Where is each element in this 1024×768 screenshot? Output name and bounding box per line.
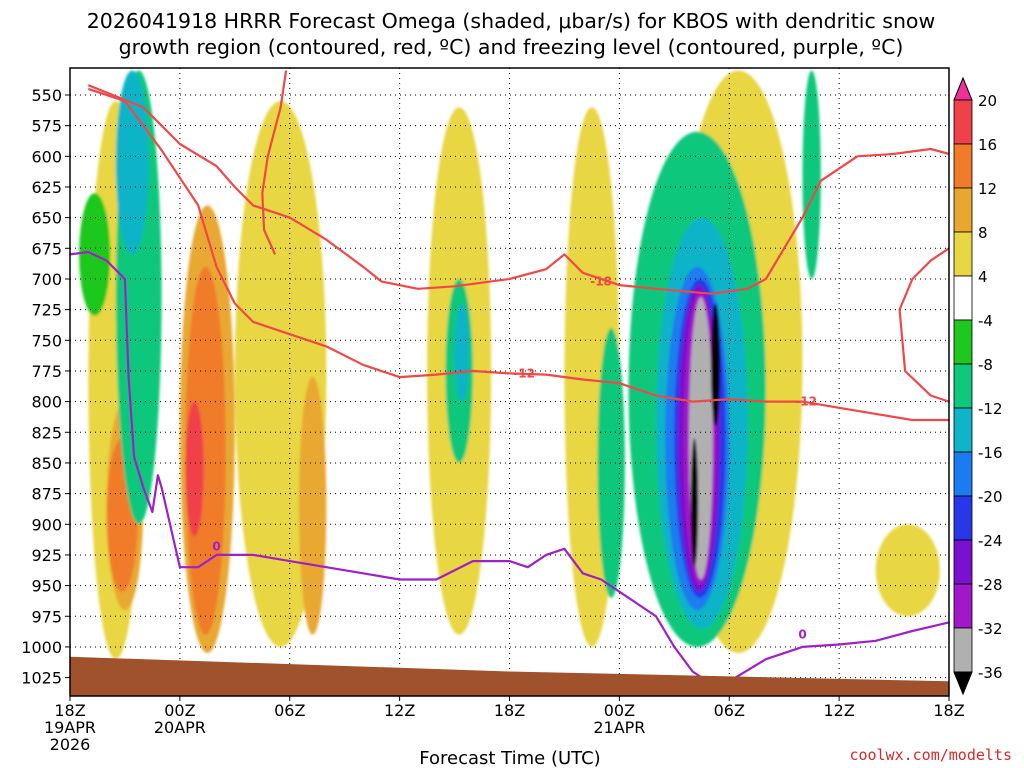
y-tick-label: 975 <box>31 607 62 626</box>
colorbar-label: 16 <box>978 136 997 154</box>
contour-label: -12 <box>513 366 535 380</box>
y-tick-label: 600 <box>31 147 62 166</box>
y-tick-label: 575 <box>31 117 62 136</box>
contour-label: 0 <box>212 539 220 553</box>
colorbar-bottom-arrow <box>953 671 973 696</box>
y-axis: 550 575 600 625 650 675 700 725 750 775 800 825 850 8… <box>21 86 70 688</box>
y-tick-label: 925 <box>31 546 62 565</box>
contour-line-1 <box>898 247 949 403</box>
x-tick-label: 06Z <box>714 701 745 720</box>
y-tick-label: 750 <box>31 331 62 350</box>
y-tick-label: 625 <box>31 178 62 197</box>
colorbar-label: -8 <box>978 356 993 374</box>
contour-label: -12 <box>795 395 817 409</box>
colorbar-swatch <box>953 143 973 189</box>
colorbar-swatch <box>953 539 973 585</box>
x-tick-label: 06Z <box>274 701 305 720</box>
y-tick-label: 700 <box>31 270 62 289</box>
omega-shade-17 <box>802 70 821 279</box>
y-tick-label: 650 <box>31 209 62 228</box>
y-tick-label: 550 <box>31 86 62 105</box>
colorbar-label: -36 <box>978 664 1003 682</box>
colorbar-label: 8 <box>978 224 988 242</box>
x-tick-label: 12Z <box>384 701 415 720</box>
x-tick-label: 19APR <box>44 718 96 737</box>
colorbar-label: -24 <box>978 532 1003 550</box>
omega-shade-8 <box>298 377 327 635</box>
colorbar-swatch <box>953 583 973 629</box>
x-tick-label: 2026 <box>50 735 91 754</box>
colorbar-label: -28 <box>978 576 1003 594</box>
chart-title: 2026041918 HRRR Forecast Omega (shaded, … <box>87 9 936 33</box>
contour-label: -18 <box>590 274 612 288</box>
plot-area: -18 -12 -12 0 0 <box>70 68 949 696</box>
colorbar-swatch <box>953 275 973 321</box>
y-tick-label: 850 <box>31 454 62 473</box>
colorbar-label: 20 <box>978 92 997 110</box>
y-tick-label: 775 <box>31 362 62 381</box>
y-tick-label: 1025 <box>21 669 62 688</box>
omega-shade-19 <box>454 303 470 402</box>
x-tick-label: 20APR <box>154 718 206 737</box>
omega-shade-27 <box>710 303 721 427</box>
colorbar-swatch <box>953 187 973 233</box>
omega-shade-26 <box>690 438 699 568</box>
x-tick-label: 12Z <box>823 701 854 720</box>
y-tick-label: 900 <box>31 515 62 534</box>
x-tick-label: 18Z <box>933 701 964 720</box>
y-tick-label: 725 <box>31 301 62 320</box>
x-tick-label: 00Z <box>164 701 195 720</box>
colorbar-label: -12 <box>978 400 1003 418</box>
x-tick-label: 18Z <box>494 701 525 720</box>
colorbar-label: 4 <box>978 268 988 286</box>
contour-label: 0 <box>798 628 806 642</box>
omega-shade-18 <box>115 70 149 255</box>
colorbar-label: -20 <box>978 488 1003 506</box>
colorbar-label: 12 <box>978 180 997 198</box>
colorbar-swatch <box>953 319 973 365</box>
colorbar: 20 16 12 8 4 -4 -8 -12 -16 -20 -24 -28 -32 -36 <box>953 76 1003 696</box>
contour-line-3 <box>87 87 949 422</box>
omega-shade-10 <box>185 266 226 635</box>
y-tick-label: 1000 <box>21 638 62 657</box>
omega-shade-5 <box>875 524 940 617</box>
colorbar-top-arrow <box>953 76 973 101</box>
colorbar-swatch <box>953 231 973 277</box>
colorbar-label: -4 <box>978 312 993 330</box>
y-tick-label: 875 <box>31 485 62 504</box>
colorbar-swatch <box>953 99 973 145</box>
x-tick-label: 00Z <box>604 701 635 720</box>
x-tick-label: 21APR <box>593 718 645 737</box>
contour-line-0 <box>87 84 949 295</box>
contour-line-2 <box>261 70 288 255</box>
colorbar-swatch <box>953 451 973 497</box>
x-tick-label: 18Z <box>54 701 85 720</box>
omega-shade-11 <box>185 401 204 537</box>
colorbar-swatch <box>953 627 973 673</box>
omega-shading <box>79 70 940 660</box>
colorbar-swatch <box>953 407 973 453</box>
colorbar-label: -32 <box>978 620 1003 638</box>
chart-subtitle: growth region (contoured, red, ºC) and f… <box>119 35 904 59</box>
y-tick-label: 800 <box>31 393 62 412</box>
omega-shade-15 <box>597 328 625 598</box>
credit-text: coolwx.com/modelts <box>849 746 1012 764</box>
y-tick-label: 950 <box>31 577 62 596</box>
y-tick-label: 675 <box>31 239 62 258</box>
colorbar-label: -16 <box>978 444 1003 462</box>
terrain-fill <box>70 656 949 696</box>
colorbar-swatch <box>953 495 973 541</box>
colorbar-swatch <box>953 363 973 409</box>
x-axis-label: Forecast Time (UTC) <box>419 748 600 768</box>
terrain-surface <box>70 656 949 696</box>
y-tick-label: 825 <box>31 423 62 442</box>
